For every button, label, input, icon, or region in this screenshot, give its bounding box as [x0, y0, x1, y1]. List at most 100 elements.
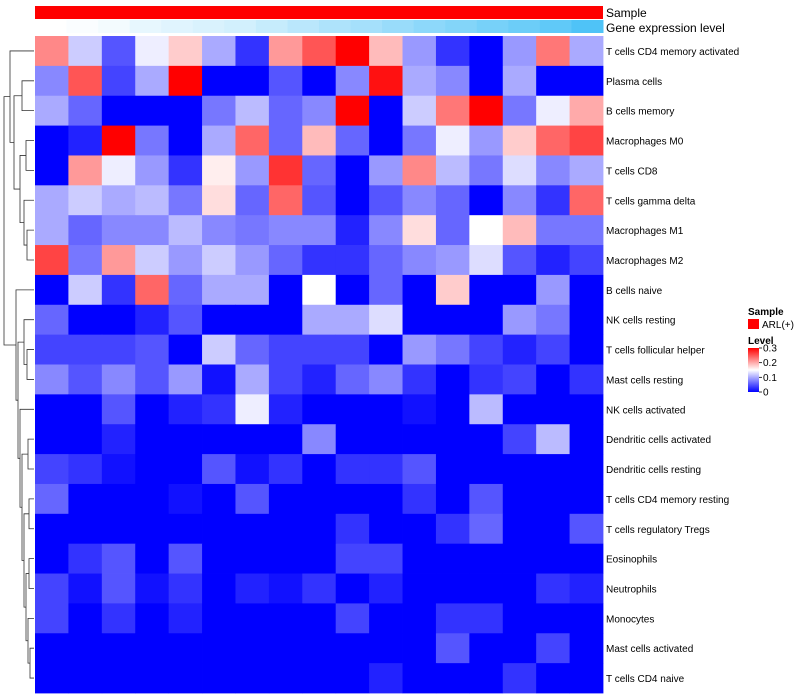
annotation-gene-expression-cell — [445, 20, 478, 33]
heatmap-cell — [68, 663, 103, 694]
heatmap-cell — [402, 603, 437, 634]
heatmap-cell — [469, 215, 504, 246]
heatmap-cell — [202, 424, 236, 455]
heatmap-cell — [168, 543, 203, 574]
heatmap-cell — [101, 155, 136, 186]
heatmap-cell — [35, 304, 69, 336]
heatmap-cell — [536, 394, 570, 425]
dendrogram-branch — [21, 80, 34, 112]
annotation-gene-expression-cell — [287, 20, 320, 33]
heatmap-cell — [335, 663, 370, 694]
heatmap-cell — [135, 36, 170, 67]
heatmap-cell — [402, 573, 437, 604]
heatmap-cell — [302, 513, 337, 545]
heatmap-cell — [268, 334, 303, 365]
heatmap-cell — [402, 663, 437, 694]
heatmap-cell — [268, 483, 303, 515]
heatmap-cell — [469, 424, 504, 455]
heatmap-cell — [335, 36, 370, 67]
heatmap-cell — [302, 155, 337, 186]
heatmap-cell — [469, 603, 504, 634]
heatmap-cell — [68, 155, 103, 186]
heatmap-cell — [235, 274, 270, 306]
heatmap-cell — [402, 36, 437, 67]
heatmap-cell — [202, 513, 236, 545]
heatmap-cell — [402, 185, 437, 216]
heatmap-cell — [435, 483, 470, 515]
heatmap-cell — [569, 36, 604, 67]
heatmap-cell — [35, 454, 69, 485]
heatmap-cell — [435, 364, 470, 395]
heatmap-cell — [101, 185, 136, 216]
heatmap-cell — [302, 364, 337, 395]
heatmap-cell — [268, 424, 303, 455]
heatmap-cell — [335, 274, 370, 306]
heatmap-cell — [135, 394, 170, 425]
row-label: T cells regulatory Tregs — [606, 525, 710, 536]
heatmap-cell — [569, 245, 604, 276]
dendrogram-branch — [29, 647, 34, 679]
heatmap-cell — [536, 424, 570, 455]
heatmap-cell — [35, 663, 69, 694]
heatmap-cell — [35, 334, 69, 365]
heatmap-cell — [369, 215, 403, 246]
heatmap-cell — [101, 424, 136, 455]
heatmap-cell — [569, 633, 604, 664]
heatmap-cell — [168, 424, 203, 455]
annotation-sample-bar — [35, 6, 603, 19]
heatmap-cell — [302, 603, 337, 634]
heatmap-cell — [202, 65, 236, 97]
heatmap-cell — [35, 274, 69, 306]
heatmap-cell — [302, 304, 337, 336]
heatmap-cell — [402, 125, 437, 156]
dendrogram-branch — [19, 155, 26, 224]
heatmap-cell — [369, 125, 403, 156]
dendrogram-branch — [3, 96, 16, 346]
legend-level-ticks: 0.3 0.2 0.1 0 — [759, 344, 777, 399]
heatmap-cell — [35, 185, 69, 216]
heatmap-cell — [435, 304, 470, 336]
heatmap-cell — [168, 95, 203, 126]
heatmap-cell — [402, 155, 437, 186]
heatmap-cell — [569, 603, 604, 634]
heatmap-cell — [502, 65, 537, 97]
heatmap-cell — [335, 394, 370, 425]
heatmap-cell — [569, 65, 604, 97]
heatmap-cell — [101, 573, 136, 604]
dendrogram-branch — [25, 573, 29, 642]
heatmap-cell — [135, 483, 170, 515]
heatmap-cell — [35, 215, 69, 246]
heatmap-cell — [202, 95, 236, 126]
heatmap-cell — [68, 603, 103, 634]
heatmap-cell — [302, 274, 337, 306]
heatmap-cell — [335, 95, 370, 126]
heatmap-cell — [135, 603, 170, 634]
dendrogram-branch — [13, 95, 22, 190]
dendrogram-branch — [23, 199, 34, 246]
heatmap-cell — [202, 454, 236, 485]
heatmap-cell — [101, 454, 136, 485]
heatmap-cell — [502, 633, 537, 664]
heatmap-cell — [235, 454, 270, 485]
heatmap-cell — [369, 513, 403, 545]
heatmap-cells — [35, 36, 604, 694]
heatmap-cell — [135, 633, 170, 664]
heatmap-cell — [502, 36, 537, 67]
legend-level-tick-label: 0.2 — [763, 358, 777, 369]
heatmap-cell — [569, 95, 604, 126]
heatmap-cell — [469, 394, 504, 425]
row-label: Mast cells activated — [606, 644, 693, 655]
heatmap-cell — [68, 245, 103, 276]
heatmap-cell — [569, 454, 604, 485]
heatmap-cell — [101, 394, 136, 425]
heatmap-cell — [68, 95, 103, 126]
heatmap-cell — [469, 274, 504, 306]
heatmap-cell — [202, 155, 236, 186]
heatmap-cell — [369, 424, 403, 455]
heatmap-cell — [101, 543, 136, 574]
heatmap-cell — [402, 394, 437, 425]
heatmap-cell — [335, 185, 370, 216]
heatmap-cell — [502, 603, 537, 634]
heatmap-cell — [168, 155, 203, 186]
heatmap-cell — [268, 603, 303, 634]
